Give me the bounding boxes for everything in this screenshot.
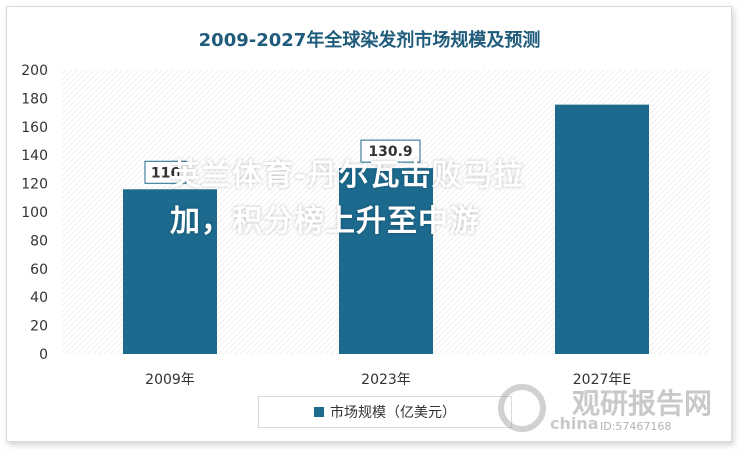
y-tick-label: 120 — [21, 177, 48, 193]
legend-swatch — [314, 407, 324, 417]
bar-0 — [123, 189, 217, 354]
y-tick-label: 60 — [30, 262, 48, 278]
watermark-logo: 观研报告网 china ID:57467168 — [494, 380, 726, 440]
data-label-box — [360, 139, 421, 163]
y-tick-label: 20 — [30, 319, 48, 335]
watermark-english: china — [550, 414, 599, 433]
y-tick-label: 40 — [30, 290, 48, 306]
x-tick-label: 2023年 — [361, 372, 411, 388]
y-tick-label: 180 — [21, 91, 48, 107]
x-tick-label: 2027年E — [573, 372, 631, 388]
y-tick-label: 100 — [21, 205, 48, 221]
bar-2 — [555, 104, 649, 354]
y-tick-label: 200 — [21, 63, 48, 79]
data-label: 130.9 — [368, 144, 412, 160]
legend: 市场规模（亿美元） — [258, 396, 512, 428]
watermark-id: ID:57467168 — [600, 420, 672, 433]
watermark-brand: 观研报告网 — [572, 387, 713, 420]
y-tick-label: 80 — [30, 233, 48, 249]
data-label-box — [144, 160, 187, 184]
bar-1 — [339, 168, 433, 354]
watermark-circle-icon — [498, 384, 546, 432]
legend-label: 市场规模（亿美元） — [330, 405, 456, 421]
overlay-headline-line2: 加，积分榜上升至中游 — [170, 204, 480, 239]
x-tick-label: 2009年 — [145, 372, 195, 388]
overlay-headline-line1: 英兰体育-丹尔瓦击败马拉 — [170, 158, 525, 193]
y-tick-label: 0 — [39, 347, 48, 363]
y-tick-label: 160 — [21, 120, 48, 136]
y-tick-label: 140 — [21, 148, 48, 164]
chart-title: 2009-2027年全球染发剂市场规模及预测 — [198, 30, 541, 51]
data-label: 116 — [151, 165, 180, 181]
